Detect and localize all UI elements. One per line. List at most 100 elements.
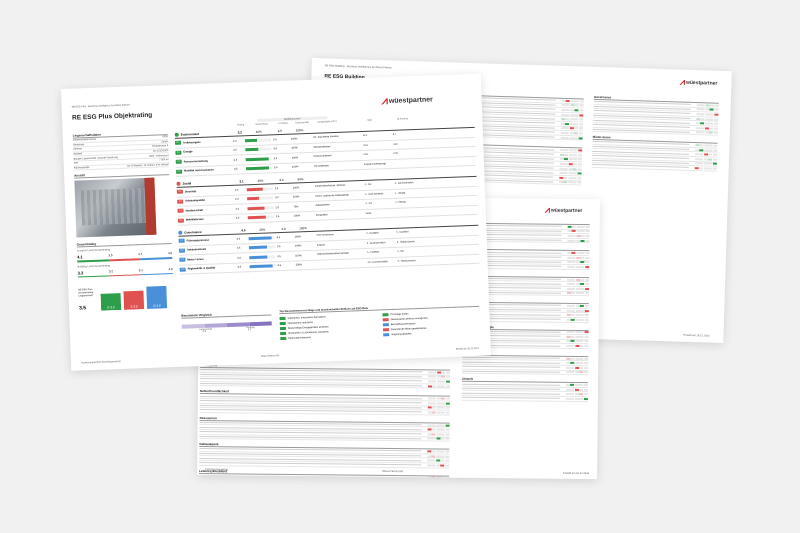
rating-segment [565, 340, 570, 343]
pillar-item-bar-track [246, 187, 273, 192]
rating-segment [584, 309, 589, 312]
pillar-item-bar-track [244, 138, 272, 143]
rating-segment [713, 127, 718, 130]
rating-segment [713, 122, 718, 125]
pillar-governance: Governance 4.0 20% 4.0 100% G.1 Führungsprozes… [178, 218, 480, 275]
pillar-sozial: Sozial 3.1 40% 3.2 94% S.1 Diversität 3.0 3.3 100… [176, 169, 478, 226]
rating-segment [580, 225, 585, 228]
rating-segment [577, 163, 582, 166]
column-header: Rating [237, 124, 245, 127]
rating-segment [574, 397, 579, 400]
rating-segment [575, 256, 580, 259]
rating-segment [563, 181, 568, 184]
rating-segment [441, 371, 446, 374]
rating-segment [579, 362, 584, 365]
rating-segment [569, 122, 574, 126]
rating-segment [561, 104, 566, 107]
rating-segment [435, 464, 440, 467]
rating-segment [580, 261, 585, 264]
rating-segment [712, 162, 717, 166]
pillar-item-name: Ressourcennutzung [183, 159, 208, 164]
rating-segment [440, 476, 445, 479]
pillar-portfolio: 3.5 [277, 128, 282, 134]
pillar-portfolio: 4.0 [281, 226, 286, 232]
rating-segment [573, 149, 578, 152]
pillar-item-rating: 2.5 [233, 148, 237, 152]
rating-segment [712, 158, 717, 161]
pillar-item-bar-track [247, 206, 274, 210]
wp-logo-icon: ⩘ [381, 95, 389, 108]
pillar-item-bar [244, 138, 258, 143]
pillar-item-bar-track [246, 166, 273, 171]
measure-color-icon [280, 336, 287, 341]
pillar-item-bar [248, 245, 268, 250]
rating-segment [704, 117, 709, 121]
plus-bar [100, 293, 122, 312]
pillar-item-code: G.4 [179, 267, 186, 272]
measure-color-icon [279, 321, 286, 326]
front-report-page: RE ESG Plus · Business Intelligence by W… [61, 73, 492, 371]
pillar-item-bar [245, 148, 259, 152]
rating-segment [576, 225, 581, 228]
rating-segment [574, 371, 579, 374]
rating-segment [576, 181, 581, 184]
pillar-item-code: G.2 [178, 248, 186, 253]
location-value: 3.5 [108, 253, 113, 258]
pillar-item-rating: 4.5 [237, 265, 242, 269]
rating-segment [558, 176, 563, 179]
rating-segment [426, 433, 432, 436]
rating-segment [707, 167, 712, 170]
rating-segment [699, 144, 704, 147]
rating-segment [579, 371, 584, 374]
column-header: Gewichtung [255, 123, 268, 126]
rating-segment [436, 411, 441, 414]
rating-segment [440, 433, 445, 436]
rating-segment [436, 385, 441, 388]
rating-segment [583, 384, 588, 387]
rating-segment [573, 153, 578, 157]
kpi-value: 3 - Gute Sicherheit [365, 193, 384, 196]
rating-segment [571, 287, 576, 290]
rating-segment [440, 428, 445, 431]
rating-segment [440, 424, 445, 427]
rating-segment [427, 406, 432, 409]
rating-segment [560, 113, 565, 116]
pillar-quality: 100% [295, 128, 304, 133]
middle-row-text [462, 356, 560, 359]
rating-segment [574, 362, 579, 365]
rating-segment [567, 230, 572, 233]
rating-segment [704, 127, 709, 130]
building-value: 4.0 [168, 266, 173, 272]
rating-segment [565, 99, 570, 102]
rating-segment [583, 388, 588, 391]
pillar-item-rating: 3.4 [237, 256, 241, 260]
pillar-item-code: S.2 [177, 199, 184, 204]
rating-segment [436, 371, 441, 374]
rating-segment [570, 104, 575, 107]
pillar-item-name: Mieter / Innen [187, 257, 204, 262]
pillar-item-bar [246, 166, 270, 171]
rating-segment [708, 127, 714, 130]
rating-segment [584, 318, 589, 321]
location-value: 4.0 [167, 251, 173, 256]
rating-segment [570, 357, 575, 360]
rating-segment [432, 375, 437, 378]
rating-segment [695, 117, 700, 120]
pillar-item-quality: 100% [293, 214, 301, 218]
rating-segment [575, 318, 580, 321]
rating-segment [567, 172, 573, 175]
middle-logo-text: wüestpartner [550, 207, 583, 214]
pillar-weight: 20% [259, 227, 266, 232]
rating-segment [696, 103, 701, 107]
rating-segment [575, 261, 580, 264]
column-header: Ausgewählte KPI´s [317, 120, 337, 124]
rating-segment [568, 149, 573, 152]
rating-segment [578, 127, 583, 130]
rating-segment [570, 383, 575, 386]
rating-segment [444, 476, 449, 479]
info-row-label: Flächenanteile [73, 165, 90, 170]
pillar-rating: 3.2 [237, 130, 242, 135]
rating-segment [575, 265, 580, 268]
rating-segment [440, 406, 445, 409]
rating-segment [703, 153, 708, 156]
